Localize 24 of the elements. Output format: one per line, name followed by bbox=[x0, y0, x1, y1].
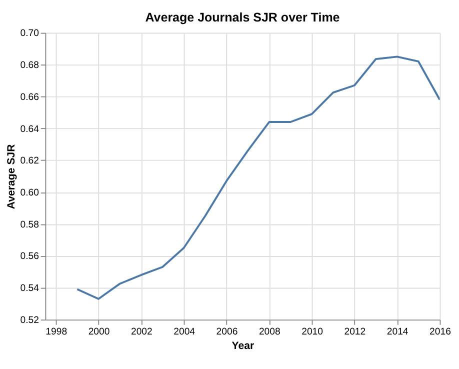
y-tick-label: 0.64 bbox=[20, 124, 40, 135]
x-tick-label: 2006 bbox=[216, 326, 238, 338]
x-tick-label: 2008 bbox=[258, 326, 280, 338]
y-tick-label: 0.68 bbox=[20, 60, 39, 72]
x-tick-label: 1998 bbox=[46, 326, 68, 338]
y-tick-label: 0.54 bbox=[20, 283, 40, 294]
x-tick-label: 2010 bbox=[302, 326, 323, 338]
y-tick-label: 0.52 bbox=[20, 314, 39, 326]
y-tick-label: 0.58 bbox=[20, 219, 39, 230]
x-tick-label: 2000 bbox=[88, 326, 110, 338]
y-tick-label: 0.66 bbox=[20, 92, 39, 103]
x-tick-label: 2016 bbox=[430, 326, 451, 338]
x-tick-label: 2004 bbox=[174, 326, 196, 338]
y-tick-label: 0.70 bbox=[20, 28, 39, 40]
y-tick-label: 0.56 bbox=[20, 251, 39, 262]
x-tick-label: 2012 bbox=[344, 326, 366, 338]
x-tick-label: 2014 bbox=[386, 326, 409, 338]
y-tick-label: 0.60 bbox=[20, 187, 39, 198]
x-tick-label: 2002 bbox=[130, 326, 152, 338]
y-axis-title: Average SJR bbox=[5, 144, 18, 210]
chart-title: Average Journals SJR over Time bbox=[145, 10, 340, 24]
line-series bbox=[76, 56, 440, 300]
y-tick-label: 0.62 bbox=[20, 156, 39, 167]
x-axis-title: Year bbox=[232, 340, 254, 352]
